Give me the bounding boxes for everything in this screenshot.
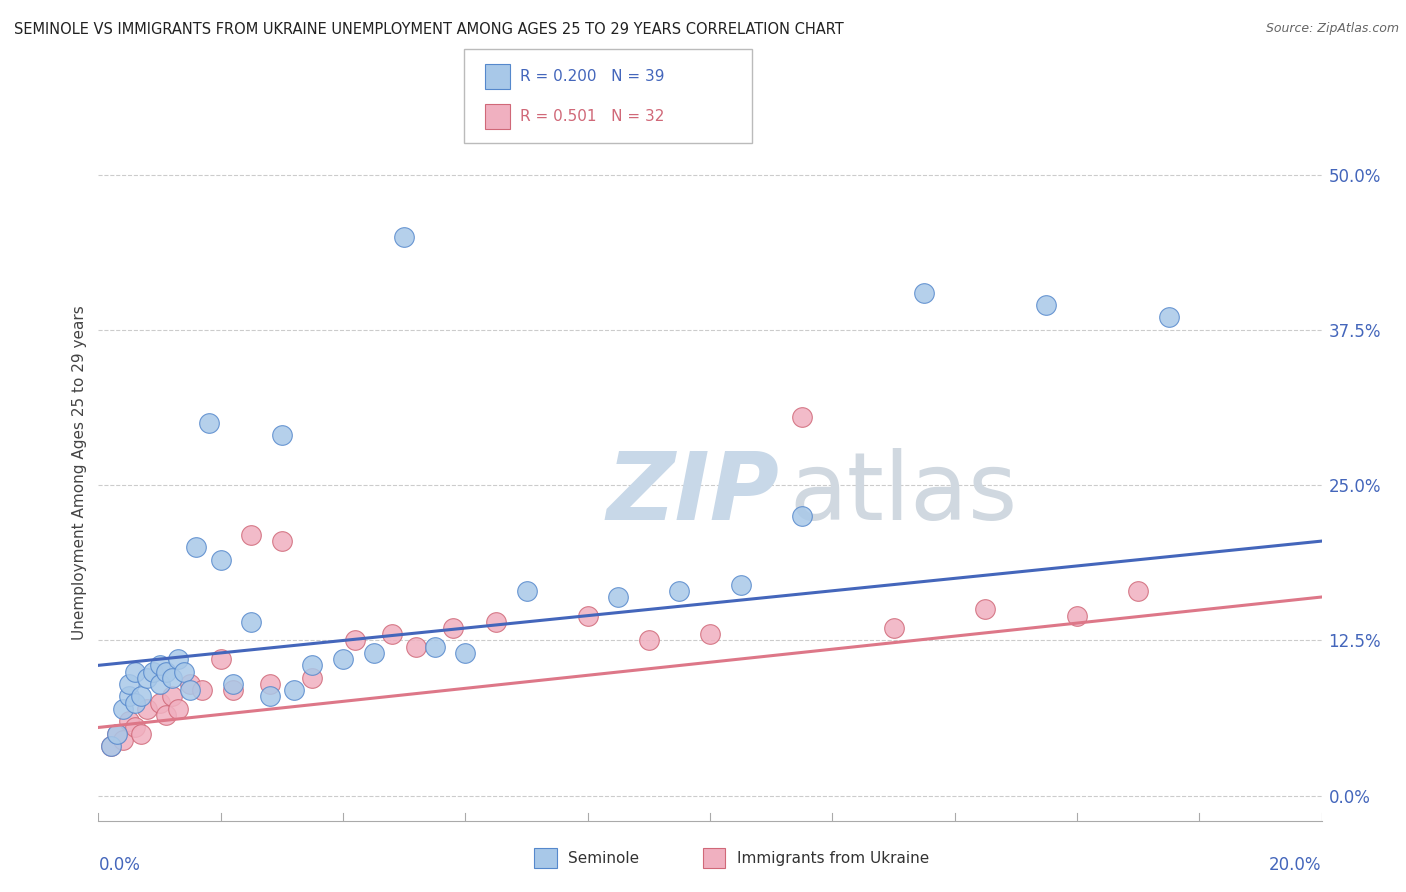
Text: Seminole: Seminole <box>568 851 640 865</box>
Point <box>405 640 427 654</box>
Point <box>129 690 152 704</box>
Point <box>381 627 404 641</box>
Point <box>155 708 177 723</box>
Point <box>485 615 508 629</box>
Point <box>118 690 141 704</box>
Point <box>167 652 190 666</box>
Point <box>363 646 385 660</box>
Point <box>240 615 263 629</box>
Point <box>392 229 416 244</box>
Point <box>124 696 146 710</box>
Text: atlas: atlas <box>790 448 1018 540</box>
Point <box>111 702 134 716</box>
Point <box>111 732 134 747</box>
Point <box>607 590 630 604</box>
Point <box>259 677 281 691</box>
Point <box>129 726 152 740</box>
Point <box>912 285 935 300</box>
Point <box>516 583 538 598</box>
Point <box>100 739 122 753</box>
Point <box>344 633 367 648</box>
Point <box>222 683 245 698</box>
Point <box>100 739 122 753</box>
Point <box>259 690 281 704</box>
Point <box>638 633 661 648</box>
Point <box>160 690 183 704</box>
Point <box>124 721 146 735</box>
Point <box>179 683 201 698</box>
Point <box>118 714 141 729</box>
Point <box>149 696 172 710</box>
Point <box>136 702 159 716</box>
Point <box>1157 310 1180 325</box>
Point <box>270 534 294 549</box>
Point <box>209 552 232 567</box>
Point <box>167 702 190 716</box>
Point <box>105 726 128 740</box>
Text: Immigrants from Ukraine: Immigrants from Ukraine <box>737 851 929 865</box>
Point <box>149 658 172 673</box>
Text: R = 0.501   N = 32: R = 0.501 N = 32 <box>520 110 665 124</box>
Point <box>222 677 245 691</box>
Point <box>160 671 183 685</box>
Point <box>209 652 232 666</box>
Text: 20.0%: 20.0% <box>1270 856 1322 874</box>
Point <box>1128 583 1150 598</box>
Text: ZIP: ZIP <box>606 448 779 540</box>
Point <box>270 428 294 442</box>
Point <box>105 726 128 740</box>
Point <box>149 677 172 691</box>
Point <box>576 608 599 623</box>
Text: 0.0%: 0.0% <box>98 856 141 874</box>
Point <box>332 652 354 666</box>
Point <box>136 671 159 685</box>
Point <box>441 621 464 635</box>
Point <box>301 658 323 673</box>
Y-axis label: Unemployment Among Ages 25 to 29 years: Unemployment Among Ages 25 to 29 years <box>72 305 87 640</box>
Point <box>191 683 214 698</box>
Point <box>179 677 201 691</box>
Point <box>668 583 690 598</box>
Point <box>197 416 219 430</box>
Point <box>1035 298 1057 312</box>
Point <box>118 677 141 691</box>
Point <box>186 541 208 555</box>
Point <box>301 671 323 685</box>
Point <box>730 577 752 591</box>
Point <box>790 409 813 424</box>
Point <box>155 665 177 679</box>
Text: Source: ZipAtlas.com: Source: ZipAtlas.com <box>1265 22 1399 36</box>
Text: SEMINOLE VS IMMIGRANTS FROM UKRAINE UNEMPLOYMENT AMONG AGES 25 TO 29 YEARS CORRE: SEMINOLE VS IMMIGRANTS FROM UKRAINE UNEM… <box>14 22 844 37</box>
Point <box>124 665 146 679</box>
Text: R = 0.200   N = 39: R = 0.200 N = 39 <box>520 70 665 84</box>
Point <box>699 627 721 641</box>
Point <box>1066 608 1088 623</box>
Point <box>283 683 305 698</box>
Point <box>173 665 195 679</box>
Point <box>142 665 165 679</box>
Point <box>454 646 477 660</box>
Point <box>790 509 813 524</box>
Point <box>883 621 905 635</box>
Point <box>974 602 997 616</box>
Point <box>240 528 263 542</box>
Point <box>423 640 446 654</box>
